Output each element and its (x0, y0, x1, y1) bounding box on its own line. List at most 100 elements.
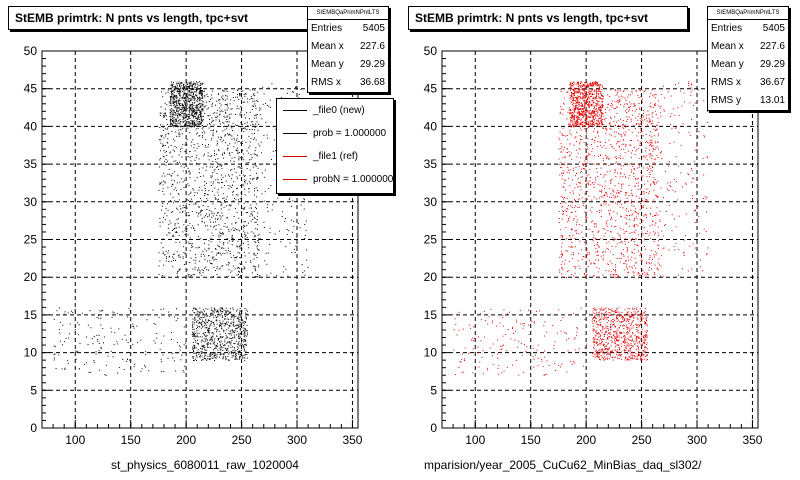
data-point (191, 95, 193, 97)
data-point (593, 223, 595, 225)
data-point (616, 257, 618, 259)
data-point (231, 235, 233, 237)
data-point (626, 108, 628, 110)
data-point (592, 116, 594, 118)
data-point (228, 262, 230, 264)
data-point (197, 119, 199, 121)
data-point (186, 228, 188, 230)
data-point (221, 311, 223, 313)
data-point (174, 86, 176, 88)
data-point (204, 337, 206, 339)
data-point (231, 108, 233, 110)
data-point (219, 347, 221, 349)
data-point (245, 234, 247, 236)
data-point (171, 156, 173, 158)
data-point (238, 158, 240, 160)
data-point (207, 155, 209, 157)
data-point (231, 353, 233, 355)
data-point (228, 269, 230, 271)
data-point (175, 241, 177, 243)
data-point (162, 96, 164, 98)
data-point (189, 275, 191, 277)
data-point (174, 224, 176, 226)
data-point (227, 355, 229, 357)
data-point (593, 111, 595, 113)
data-point (244, 334, 246, 336)
data-point (271, 209, 273, 211)
data-point (178, 81, 180, 83)
data-point (187, 103, 189, 105)
data-point (578, 181, 580, 183)
data-point (180, 112, 182, 114)
data-point (204, 193, 206, 195)
data-point (193, 109, 195, 111)
data-point (177, 110, 179, 112)
data-point (191, 141, 193, 143)
data-point (172, 117, 174, 119)
data-point (592, 117, 594, 119)
data-point (260, 108, 262, 110)
data-point (243, 335, 245, 337)
data-point (213, 355, 215, 357)
data-point (193, 227, 195, 229)
data-point (609, 251, 611, 253)
data-point (593, 262, 595, 264)
data-point (257, 224, 259, 226)
data-point (217, 198, 219, 200)
data-point (227, 321, 229, 323)
data-point (171, 89, 173, 91)
data-point (195, 88, 197, 90)
data-point (134, 363, 136, 365)
data-point (631, 256, 633, 258)
data-point (192, 96, 194, 98)
data-point (194, 191, 196, 193)
data-point (579, 98, 581, 100)
data-point (603, 176, 605, 178)
chart-title: StEMB primtrk: N pnts vs length, tpc+svt (8, 6, 308, 30)
data-point (255, 117, 257, 119)
data-point (234, 343, 236, 345)
data-point (568, 246, 570, 248)
data-point (244, 340, 246, 342)
data-point (188, 170, 190, 172)
data-point (574, 137, 576, 139)
data-point (182, 106, 184, 108)
data-point (239, 337, 241, 339)
data-point (257, 176, 259, 178)
data-point (560, 148, 562, 150)
data-point (206, 344, 208, 346)
data-point (201, 124, 203, 126)
data-point (248, 135, 250, 137)
data-point (219, 322, 221, 324)
data-point (588, 91, 590, 93)
data-point (160, 139, 162, 141)
data-point (639, 208, 641, 210)
data-point (177, 222, 179, 224)
data-point (241, 322, 243, 324)
data-point (223, 197, 225, 199)
data-point (198, 189, 200, 191)
data-point (573, 218, 575, 220)
data-point (239, 198, 241, 200)
data-point (127, 342, 129, 344)
data-point (600, 94, 602, 96)
data-point (631, 205, 633, 207)
data-point (561, 267, 563, 269)
data-point (578, 265, 580, 267)
data-point (194, 316, 196, 318)
data-point (654, 135, 656, 137)
data-point (214, 328, 216, 330)
data-point (183, 105, 185, 107)
data-point (220, 204, 222, 206)
data-point (176, 113, 178, 115)
data-point (580, 189, 582, 191)
data-point (242, 321, 244, 323)
data-point (586, 86, 588, 88)
data-point (200, 91, 202, 93)
data-point (206, 269, 208, 271)
data-point (245, 180, 247, 182)
data-point (240, 257, 242, 259)
data-point (646, 170, 648, 172)
data-point (190, 99, 192, 101)
data-point (592, 121, 594, 123)
